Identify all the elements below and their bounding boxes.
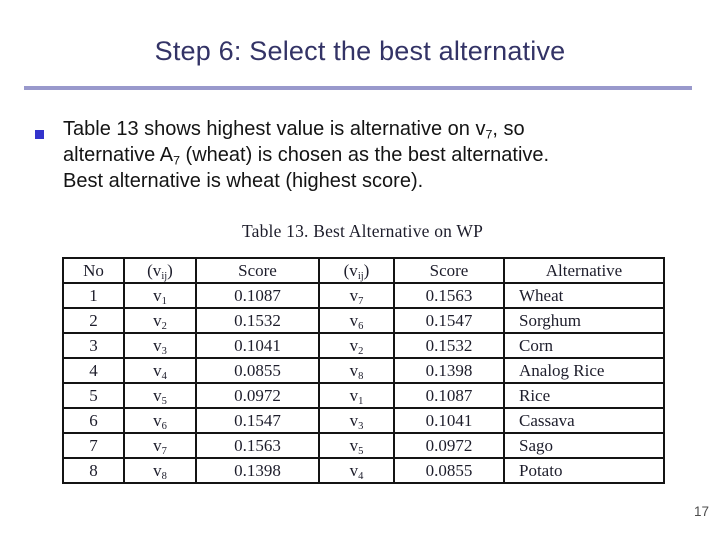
table-row: 2 v2 0.1532 v6 0.1547 Sorghum <box>62 307 665 334</box>
cell-score-sorted: 0.1087 <box>393 382 505 409</box>
cell-no: 7 <box>62 432 125 459</box>
cell-score-sorted: 0.1041 <box>393 407 505 434</box>
column-header-no: No <box>62 257 125 284</box>
cell-alternative: Corn <box>503 332 665 359</box>
cell-score-sorted: 0.1532 <box>393 332 505 359</box>
table-caption: Table 13. Best Alternative on WP <box>241 221 484 241</box>
table-header-row: No (vij) Score (vij) Score Alternative <box>62 257 665 284</box>
cell-no: 5 <box>62 382 125 409</box>
cell-vij-sorted: v7 <box>318 282 395 309</box>
cell-vij-sorted: v4 <box>318 457 395 484</box>
cell-score-sorted: 0.1563 <box>393 282 505 309</box>
table-row: 3 v3 0.1041 v2 0.1532 Corn <box>62 332 665 359</box>
cell-alternative: Analog Rice <box>503 357 665 384</box>
cell-score: 0.1563 <box>195 432 320 459</box>
table-row: 6 v6 0.1547 v3 0.1041 Cassava <box>62 407 665 434</box>
cell-vij: v5 <box>123 382 197 409</box>
cell-vij: v3 <box>123 332 197 359</box>
page-number: 17 <box>693 504 709 519</box>
cell-vij: v8 <box>123 457 197 484</box>
cell-alternative: Potato <box>503 457 665 484</box>
table-row: 4 v4 0.0855 v8 0.1398 Analog Rice <box>62 357 665 384</box>
bullet-line: alternative A7 (wheat) is chosen as the … <box>63 144 550 168</box>
cell-score-sorted: 0.0855 <box>393 457 505 484</box>
cell-no: 6 <box>62 407 125 434</box>
cell-vij-sorted: v8 <box>318 357 395 384</box>
cell-score: 0.1547 <box>195 407 320 434</box>
column-header-vij-1: (vij) <box>123 257 197 284</box>
cell-vij: v7 <box>123 432 197 459</box>
cell-no: 8 <box>62 457 125 484</box>
cell-vij: v4 <box>123 357 197 384</box>
cell-score: 0.1087 <box>195 282 320 309</box>
cell-score: 0.0855 <box>195 357 320 384</box>
cell-alternative: Sorghum <box>503 307 665 334</box>
cell-vij-sorted: v3 <box>318 407 395 434</box>
cell-no: 4 <box>62 357 125 384</box>
column-header-alternative: Alternative <box>503 257 665 284</box>
bullet-paragraph: Table 13 shows highest value is alternat… <box>63 116 663 194</box>
cell-score: 0.1398 <box>195 457 320 484</box>
cell-vij: v6 <box>123 407 197 434</box>
cell-vij: v1 <box>123 282 197 309</box>
cell-alternative: Wheat <box>503 282 665 309</box>
cell-vij: v2 <box>123 307 197 334</box>
cell-score: 0.1532 <box>195 307 320 334</box>
page-title: Step 6: Select the best alternative <box>154 36 566 66</box>
cell-score: 0.0972 <box>195 382 320 409</box>
cell-alternative: Sago <box>503 432 665 459</box>
cell-score-sorted: 0.0972 <box>393 432 505 459</box>
table-row: 5 v5 0.0972 v1 0.1087 Rice <box>62 382 665 409</box>
table-row: 1 v1 0.1087 v7 0.1563 Wheat <box>62 282 665 309</box>
bullet-line: Table 13 shows highest value is alternat… <box>63 118 525 142</box>
cell-score-sorted: 0.1398 <box>393 357 505 384</box>
column-header-score-1: Score <box>195 257 320 284</box>
cell-alternative: Cassava <box>503 407 665 434</box>
cell-no: 3 <box>62 332 125 359</box>
column-header-score-2: Score <box>393 257 505 284</box>
cell-vij-sorted: v1 <box>318 382 395 409</box>
table-row: 8 v8 0.1398 v4 0.0855 Potato <box>62 457 665 484</box>
bullet-square-icon <box>35 130 44 139</box>
column-header-vij-2: (vij) <box>318 257 395 284</box>
table-figure: Table 13. Best Alternative on WP No (vij… <box>62 221 665 484</box>
cell-score-sorted: 0.1547 <box>393 307 505 334</box>
cell-no: 2 <box>62 307 125 334</box>
cell-vij-sorted: v5 <box>318 432 395 459</box>
best-alternative-table: No (vij) Score (vij) Score Alternative 1… <box>62 257 665 484</box>
table-row: 7 v7 0.1563 v5 0.0972 Sago <box>62 432 665 459</box>
title-divider <box>24 86 692 90</box>
cell-vij-sorted: v2 <box>318 332 395 359</box>
bullet-line: Best alternative is wheat (highest score… <box>63 170 424 192</box>
cell-score: 0.1041 <box>195 332 320 359</box>
cell-alternative: Rice <box>503 382 665 409</box>
cell-no: 1 <box>62 282 125 309</box>
cell-vij-sorted: v6 <box>318 307 395 334</box>
